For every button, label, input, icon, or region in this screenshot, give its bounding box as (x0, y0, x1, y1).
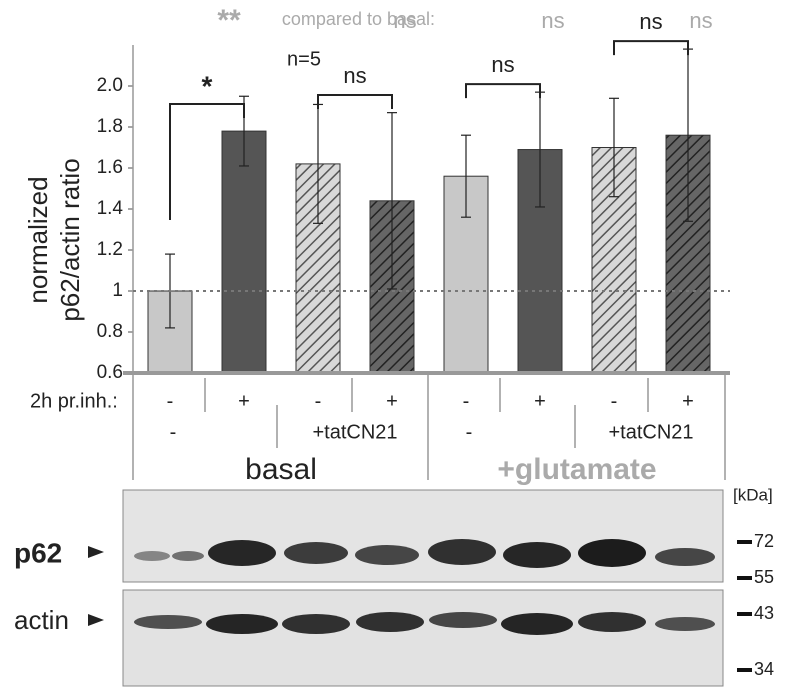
inhibitor-label: - (463, 390, 470, 412)
comparison-label: ns (689, 8, 712, 33)
bracket (465, 83, 541, 99)
table-lines (132, 373, 726, 480)
blot-panel (122, 489, 724, 583)
bracket-label: ns (343, 63, 366, 88)
comparison-label: ns (393, 8, 416, 33)
comparison-label: ** (217, 4, 241, 37)
inhibitor-label: - (167, 390, 174, 412)
treatment-label: - (466, 421, 473, 443)
y-tick-label: 0.8 (97, 321, 123, 342)
marker-label: 43 (754, 603, 774, 623)
bracket-label: ns (491, 52, 514, 77)
inhibitor-label: + (682, 390, 694, 412)
y-tick-label: 1.8 (97, 116, 123, 137)
y-label-line: p62/actin ratio (55, 158, 85, 321)
y-label-line: normalized (23, 176, 53, 303)
comparison-title: compared to basal: (282, 9, 435, 29)
y-tick-label: 1.6 (97, 157, 123, 178)
treatment-label: +tatCN21 (312, 421, 397, 443)
annotation: n=5 (287, 48, 321, 70)
marker-label: 34 (754, 659, 774, 679)
ladder (737, 540, 752, 672)
bracket-label: * (202, 70, 213, 101)
bracket (613, 40, 689, 56)
inhibitor-label: - (611, 390, 618, 412)
blot-panel (122, 589, 724, 687)
inhibitor-label: - (315, 390, 322, 412)
inhibitor-label: + (238, 390, 250, 412)
bracket (169, 103, 245, 220)
bracket-label: ns (639, 9, 662, 34)
inhibitor-label: + (534, 390, 546, 412)
blot: p62 actin [kDa] 72 55 43 34 (14, 485, 774, 687)
inhibitor-label: + (386, 390, 398, 412)
unit-label: [kDa] (733, 485, 773, 504)
condition-label: basal (245, 453, 317, 486)
arrow (88, 614, 104, 626)
bar (221, 130, 267, 374)
treatment-label: +tatCN21 (608, 421, 693, 443)
y-tick-label: 1 (112, 280, 123, 301)
row-label: 2h pr.inh.: (30, 390, 118, 412)
y-tick-label: 2.0 (97, 75, 123, 96)
arrow (88, 546, 104, 558)
blot-row-label: actin (14, 605, 69, 635)
y-tick-label: 1.4 (97, 198, 124, 219)
marker-label: 55 (754, 567, 774, 587)
y-tick-label: 1.2 (97, 239, 123, 260)
bracket (317, 94, 393, 109)
marker-label: 72 (754, 531, 774, 551)
blot-row-label: p62 (14, 537, 62, 568)
y-tick-label: 0.6 (97, 362, 123, 383)
condition-label: +glutamate (497, 453, 656, 486)
comparison-label: ns (541, 8, 564, 33)
bar (517, 149, 563, 374)
actin-bands (134, 612, 715, 635)
treatment-label: - (170, 421, 177, 443)
p62-bands (134, 539, 715, 568)
y-axis-label: normalized p62/actin ratio (23, 158, 85, 321)
